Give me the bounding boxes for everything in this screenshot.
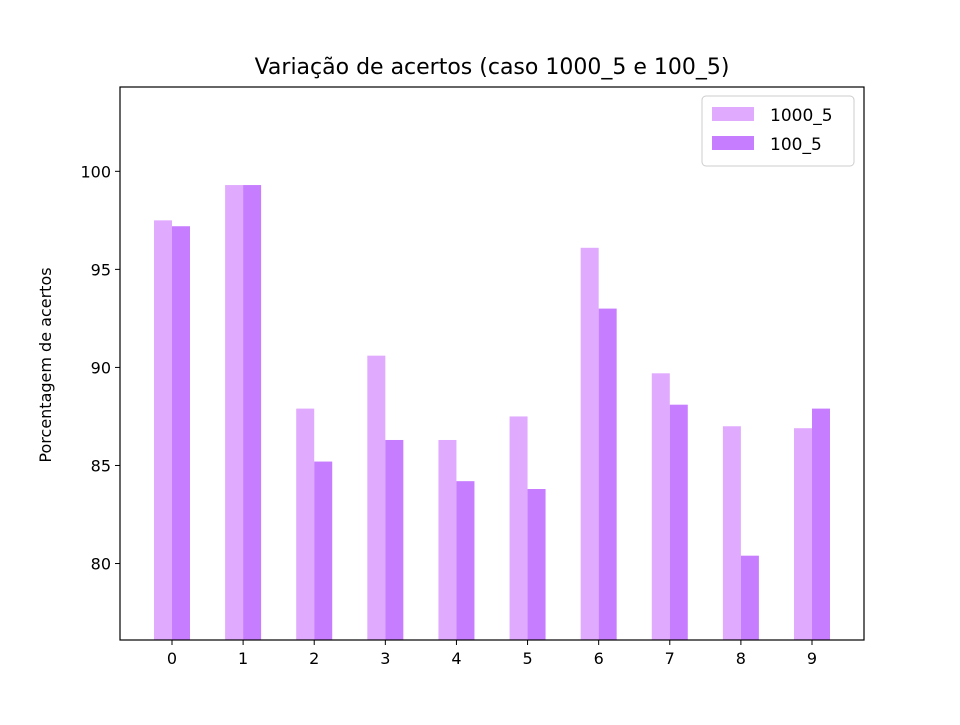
bar-1000_5-9 [794, 428, 812, 640]
bar-100_5-5 [527, 489, 546, 640]
legend: 1000_5 100_5 [701, 95, 855, 167]
bar-1000_5-7 [651, 373, 670, 640]
y-tick-label-85: 85 [91, 456, 111, 475]
bar-100_5-0 [172, 226, 190, 640]
y-tick-label-95: 95 [91, 260, 111, 279]
x-tick-label-6: 6 [594, 649, 604, 668]
bar-100_5-1 [243, 185, 262, 640]
x-tick-label-5: 5 [522, 649, 532, 668]
bar-100_5-4 [456, 481, 475, 640]
plot-frame [119, 86, 865, 641]
y-tick-label-80: 80 [91, 555, 111, 574]
legend-swatch-100_5 [712, 136, 754, 150]
legend-label-1000_5: 1000_5 [770, 106, 833, 126]
x-tick-label-3: 3 [380, 649, 390, 668]
bar-1000_5-1 [225, 185, 244, 640]
ticks-layer: 0 1 2 3 4 5 6 7 8 9 80 85 90 95 100 [80, 162, 817, 668]
bar-1000_5-0 [154, 220, 172, 640]
bar-100_5-9 [812, 408, 830, 640]
bar-100_5-2 [314, 461, 333, 640]
x-tick-label-7: 7 [665, 649, 675, 668]
bar-1000_5-5 [509, 416, 528, 640]
bar-1000_5-2 [296, 408, 315, 640]
x-tick-label-4: 4 [451, 649, 461, 668]
bar-100_5-7 [669, 404, 688, 640]
x-tick-label-1: 1 [238, 649, 248, 668]
y-tick-label-100: 100 [80, 162, 111, 181]
chart-title: Variação de acertos (caso 1000_5 e 100_5… [255, 55, 730, 80]
x-tick-label-9: 9 [807, 649, 817, 668]
bar-1000_5-4 [438, 439, 457, 640]
bar-1000_5-6 [580, 247, 599, 640]
y-axis-label: Porcentagem de acertos [36, 267, 55, 462]
bar-1000_5-3 [367, 355, 386, 640]
x-tick-label-0: 0 [167, 649, 177, 668]
legend-label-100_5: 100_5 [770, 135, 822, 155]
bar-100_5-6 [598, 308, 617, 640]
bar-100_5-3 [385, 439, 404, 640]
y-tick-label-90: 90 [91, 358, 111, 377]
bar-1000_5-8 [722, 426, 741, 640]
x-tick-label-8: 8 [736, 649, 746, 668]
legend-swatch-1000_5 [712, 107, 754, 121]
bar-100_5-8 [740, 555, 759, 640]
x-tick-label-2: 2 [309, 649, 319, 668]
bars-layer [154, 185, 830, 640]
